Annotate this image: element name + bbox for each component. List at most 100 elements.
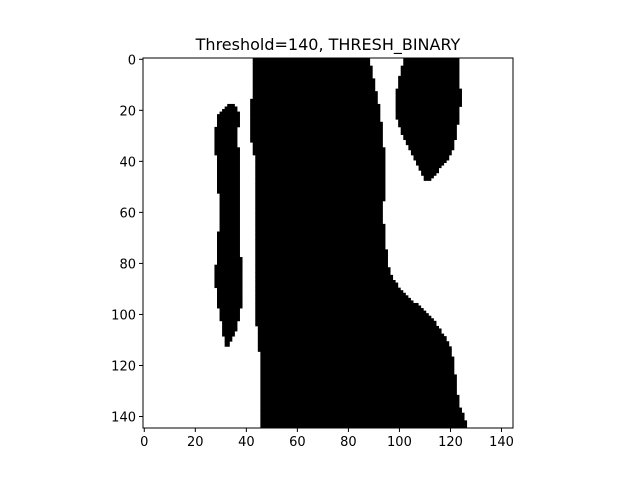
pixel-row <box>250 119 381 123</box>
pixel-row <box>257 338 447 342</box>
pixel-row <box>255 221 383 225</box>
pixel-row <box>224 341 230 345</box>
pixel-row <box>214 272 243 276</box>
pixel-row <box>250 106 381 110</box>
pixel-row <box>224 336 233 340</box>
pixel-row <box>217 114 240 118</box>
pixel-row <box>400 129 457 133</box>
pixel-row <box>395 91 462 95</box>
plot-area <box>142 57 514 429</box>
pixel-row <box>403 60 460 64</box>
axes-frame <box>142 57 514 429</box>
y-tick-label: 60 <box>119 206 136 221</box>
pixel-row <box>255 170 386 174</box>
pixel-row <box>214 277 243 281</box>
pixel-row <box>416 160 447 164</box>
pixel-row <box>418 165 442 169</box>
pixel-row <box>222 109 238 112</box>
pixel-row <box>255 188 386 192</box>
pixel-row <box>395 109 460 112</box>
y-tick-label: 20 <box>119 104 136 119</box>
pixel-row <box>250 124 383 128</box>
pixel-row <box>250 139 383 143</box>
pixel-row <box>255 203 383 207</box>
pixel-row <box>410 149 452 153</box>
pixel-row <box>255 165 386 169</box>
pixel-row <box>219 193 240 197</box>
pixel-row <box>260 354 452 357</box>
pixel-row <box>217 259 243 263</box>
pixel-row <box>217 177 240 181</box>
pixel-row <box>224 338 233 342</box>
pixel-row <box>214 132 238 135</box>
pixel-row <box>219 198 240 202</box>
pixel-row <box>217 162 240 166</box>
pixel-row <box>400 73 460 77</box>
pixel-row <box>403 63 460 67</box>
pixel-row <box>255 280 396 283</box>
pixel-row <box>250 101 378 105</box>
pixel-row <box>255 226 386 230</box>
x-tick-label: 40 <box>238 435 255 450</box>
pixel-row <box>217 170 240 174</box>
pixel-row <box>255 274 394 278</box>
pixel-row <box>400 126 457 130</box>
pixel-row <box>217 124 240 128</box>
pixel-row <box>260 359 455 363</box>
pixel-row <box>260 384 457 388</box>
pixel-row <box>400 65 460 69</box>
pixel-row <box>395 116 460 120</box>
pixel-row <box>252 68 373 72</box>
pixel-row <box>255 300 414 304</box>
pixel-row <box>214 147 240 151</box>
pixel-row <box>252 149 386 153</box>
y-tick-label: 140 <box>111 411 136 426</box>
y-tick-label: 0 <box>128 53 136 68</box>
pixel-row <box>398 86 460 90</box>
pixel-row <box>252 73 373 77</box>
pixel-row <box>214 285 243 289</box>
pixel-row <box>260 392 457 396</box>
pixel-row <box>255 195 386 199</box>
pixel-row <box>252 58 371 61</box>
pixel-row <box>219 208 240 212</box>
pixel-row <box>255 223 386 227</box>
pixel-row <box>217 292 243 296</box>
pixel-row <box>217 157 240 161</box>
pixel-row <box>421 172 437 176</box>
pixel-row <box>217 185 240 189</box>
pixel-row <box>260 412 465 416</box>
pixel-row <box>260 366 455 370</box>
pixel-row <box>395 98 462 102</box>
pixel-row <box>214 142 238 146</box>
left-strip-region <box>214 103 243 347</box>
pixel-row <box>252 80 376 84</box>
pixel-row <box>255 287 401 291</box>
pixel-row <box>222 325 238 329</box>
pixel-row <box>219 310 240 314</box>
pixel-row <box>260 382 457 386</box>
pixel-row <box>255 241 386 245</box>
pixel-row <box>214 144 238 148</box>
pixel-row <box>219 195 240 199</box>
pixel-row <box>398 124 457 128</box>
pixel-row <box>395 101 462 105</box>
pixel-row <box>227 103 235 107</box>
pixel-row <box>252 147 386 151</box>
pixel-row <box>260 379 457 383</box>
pixel-row <box>250 114 381 118</box>
pixel-row <box>224 106 238 110</box>
pixel-row <box>260 351 452 355</box>
pixel-row <box>260 415 465 419</box>
pixel-row <box>260 356 455 360</box>
pixel-row <box>250 132 383 135</box>
pixel-row <box>219 308 240 312</box>
pixel-row <box>217 300 243 304</box>
pixel-row <box>219 313 240 317</box>
pixel-row <box>255 160 386 164</box>
pixel-row <box>222 320 238 324</box>
pixel-row <box>418 167 439 171</box>
pixel-row <box>217 167 240 171</box>
pixel-row <box>255 154 386 158</box>
